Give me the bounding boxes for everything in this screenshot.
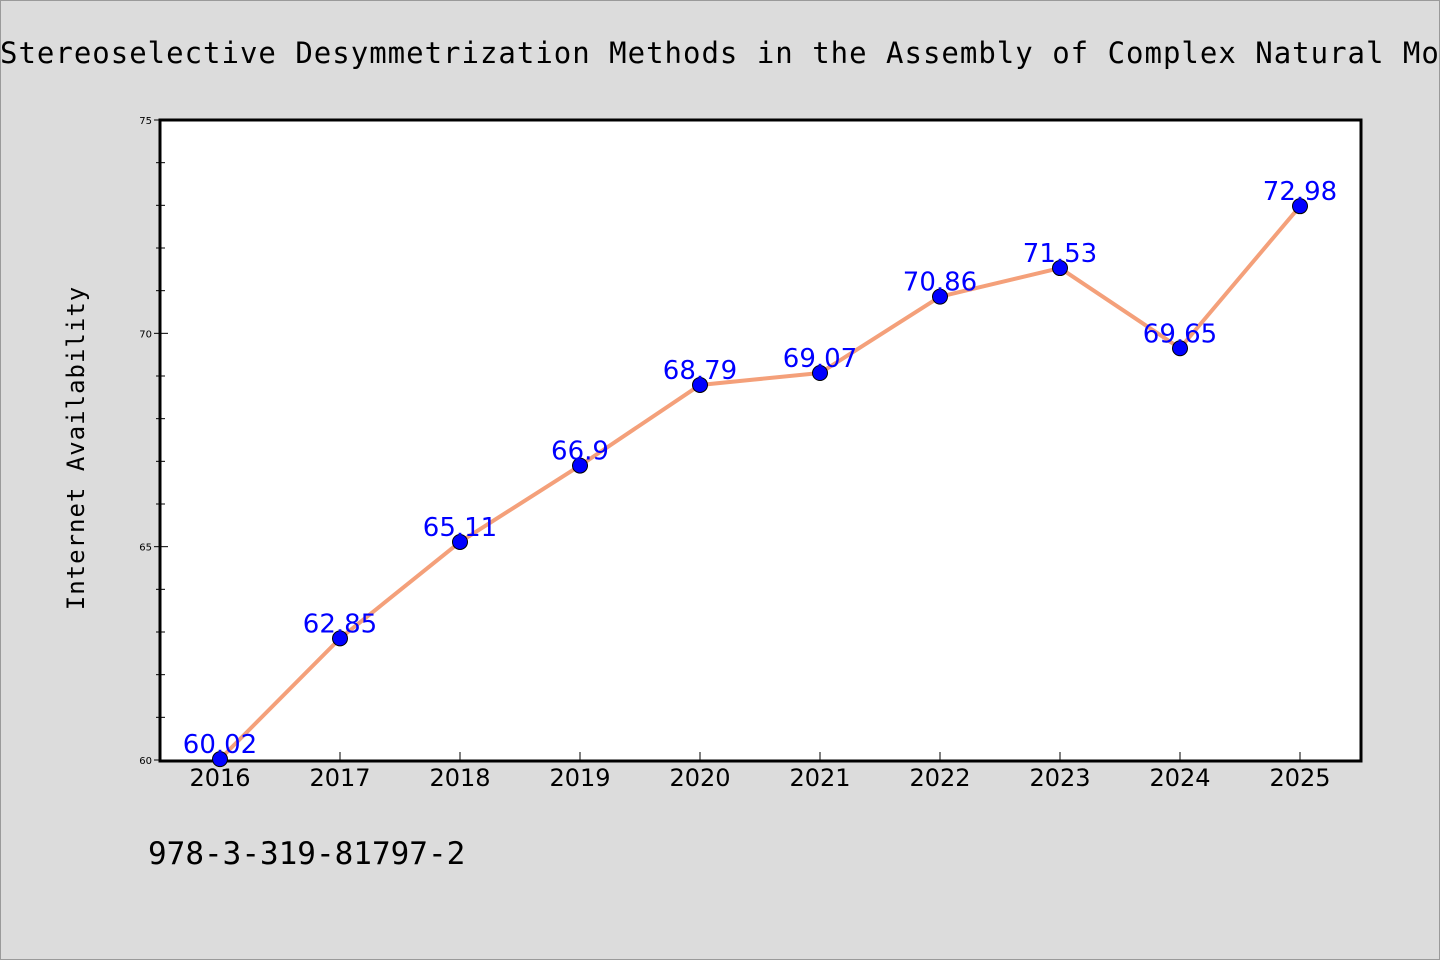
- y-axis-ticks: 60 65 70 75: [139, 116, 168, 767]
- caption: 978-3-319-81797-2: [148, 836, 465, 872]
- data-point: [332, 630, 348, 647]
- x-tick-label: 2021: [789, 764, 850, 792]
- x-axis-ticks: 2016 2017 2018 2019 2020 2021 2022 2023 2024 2025: [189, 752, 1331, 792]
- series-line: [218, 204, 1302, 762]
- data-label: 69.65: [1143, 319, 1217, 349]
- data-label: 60.02: [183, 730, 257, 760]
- data-label: 69.07: [783, 344, 857, 374]
- y-axis-label: Internet Availability: [62, 286, 90, 610]
- plot-area: [158, 118, 1363, 763]
- y-tick-label: 60: [139, 756, 152, 767]
- chart-title: Stereoselective Desymmetrization Methods…: [0, 36, 1440, 70]
- data-point: [1172, 340, 1188, 357]
- x-tick-label: 2019: [549, 764, 610, 792]
- data-label: 70.86: [903, 268, 977, 298]
- data-point: [572, 457, 588, 474]
- data-point: [212, 751, 228, 768]
- x-tick-label: 2024: [1149, 764, 1210, 792]
- data-point: [932, 288, 948, 305]
- series-group: [212, 198, 1308, 768]
- x-tick-label: 2016: [189, 764, 250, 792]
- x-tick-label: 2022: [909, 764, 970, 792]
- x-tick-label: 2018: [429, 764, 490, 792]
- y-tick-label: 75: [139, 116, 152, 127]
- data-label: 62.85: [303, 609, 377, 639]
- data-label: 65.11: [423, 513, 497, 543]
- x-tick-label: 2017: [309, 764, 370, 792]
- data-label: 71.53: [1023, 239, 1097, 269]
- data-point: [812, 365, 828, 382]
- data-point: [692, 376, 708, 393]
- y-tick-label: 65: [139, 543, 152, 554]
- data-label: 66.9: [551, 437, 609, 467]
- x-tick-label: 2023: [1029, 764, 1090, 792]
- data-point: [452, 533, 468, 550]
- data-labels: 60.02 62.85 65.11 66.9 68.79 69.07 70.86 71.53 6…: [183, 177, 1337, 760]
- y-tick-label: 70: [139, 329, 152, 340]
- x-tick-label: 2025: [1269, 764, 1330, 792]
- data-label: 68.79: [663, 356, 737, 386]
- data-label: 72.98: [1263, 177, 1337, 207]
- data-point: [1292, 198, 1308, 215]
- data-point: [1052, 260, 1068, 277]
- x-tick-label: 2020: [669, 764, 730, 792]
